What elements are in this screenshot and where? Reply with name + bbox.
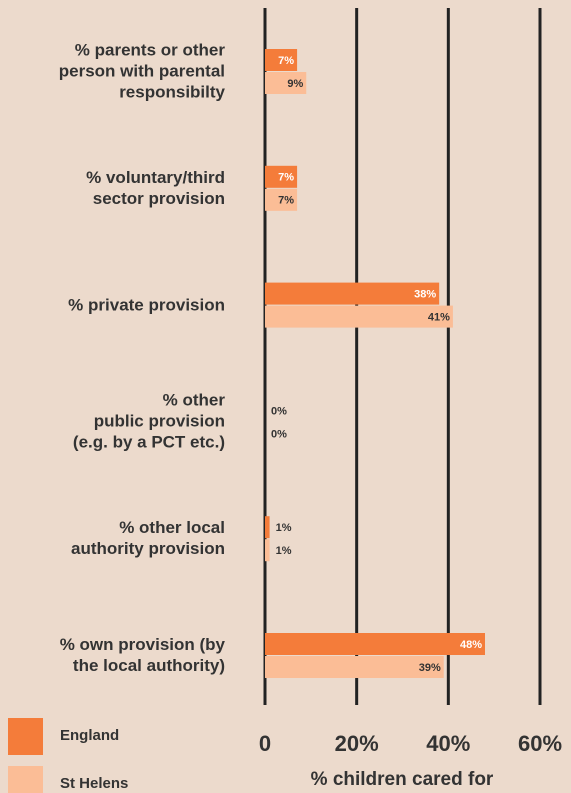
x-axis-title: % children cared for bbox=[311, 769, 494, 790]
category-label: % voluntary/third sector provision bbox=[86, 167, 225, 208]
x-tick-label: 40% bbox=[426, 731, 470, 756]
value-label: 9% bbox=[287, 78, 303, 90]
bar bbox=[265, 656, 444, 678]
x-tick-label: 20% bbox=[335, 731, 379, 756]
x-tick-label: 60% bbox=[518, 731, 562, 756]
value-label: 1% bbox=[276, 545, 292, 557]
value-label: 0% bbox=[271, 428, 287, 440]
category-label: % other public provision (e.g. by a PCT … bbox=[72, 390, 225, 452]
bar bbox=[265, 539, 270, 562]
value-label: 7% bbox=[278, 195, 294, 207]
legend-swatch bbox=[8, 718, 43, 755]
legend-label: England bbox=[60, 727, 119, 744]
value-label: 1% bbox=[276, 522, 292, 534]
value-label: 7% bbox=[278, 55, 294, 67]
bar bbox=[265, 305, 453, 328]
bar bbox=[265, 49, 298, 71]
bar bbox=[265, 282, 440, 305]
legend-label: St Helens bbox=[60, 775, 128, 792]
legend-swatch bbox=[8, 766, 43, 793]
value-label: 7% bbox=[278, 172, 294, 184]
value-label: 41% bbox=[428, 312, 450, 324]
category-label: % parents or other person with parental … bbox=[58, 40, 225, 102]
bar bbox=[265, 72, 307, 94]
bar bbox=[265, 165, 298, 188]
category-label: % other local authority provision bbox=[71, 518, 225, 559]
value-label: 38% bbox=[414, 289, 436, 301]
bar bbox=[265, 633, 485, 655]
category-label: % own provision (by the local authority) bbox=[59, 635, 225, 675]
bar bbox=[265, 188, 298, 211]
value-label: 39% bbox=[419, 662, 441, 674]
value-label: 0% bbox=[271, 405, 287, 417]
x-tick-label: 0 bbox=[259, 731, 271, 756]
value-label: 48% bbox=[460, 639, 482, 651]
category-label: % private provision bbox=[68, 295, 225, 315]
bar bbox=[265, 516, 270, 539]
